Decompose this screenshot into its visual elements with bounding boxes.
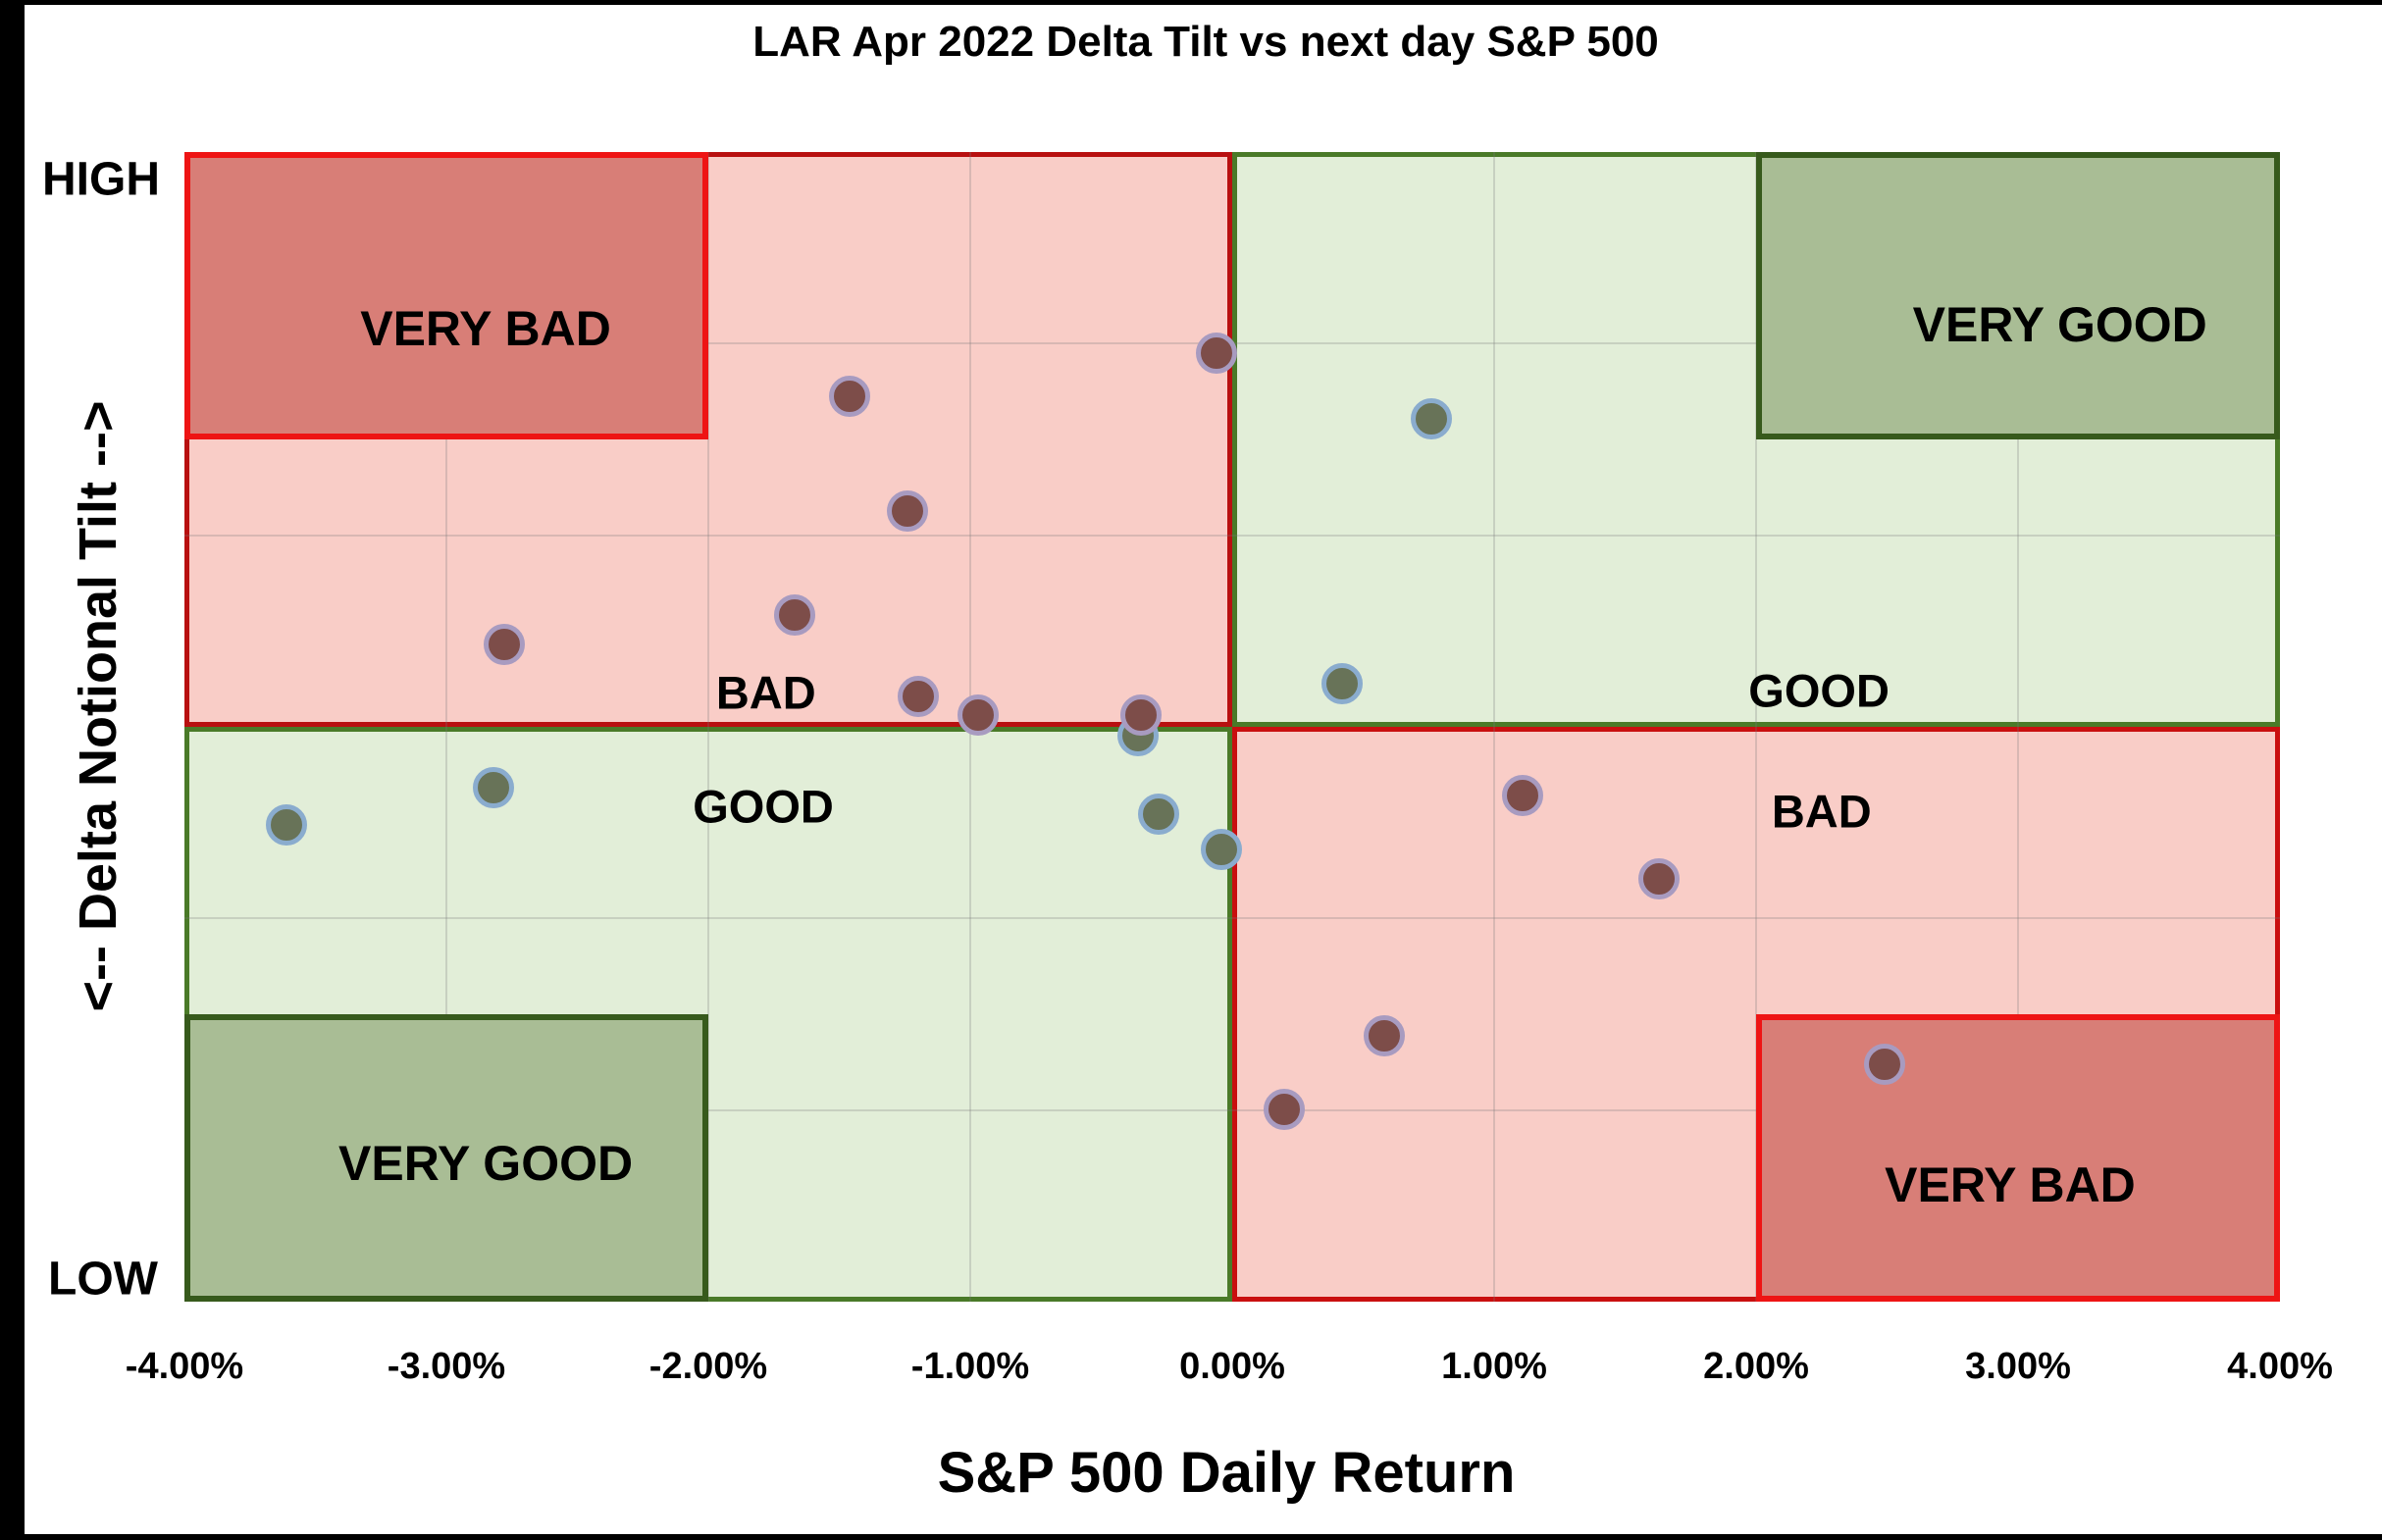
quadrant-label-good: GOOD (693, 780, 834, 833)
x-tick-label: 4.00% (2227, 1346, 2333, 1387)
maroon-data-point (1195, 333, 1237, 375)
maroon-data-point (483, 624, 525, 666)
quadrant-label-bad: BAD (715, 666, 816, 719)
vertical-gridline (1493, 152, 1495, 1302)
maroon-data-point (1119, 694, 1162, 737)
corner-box-very-good (1756, 152, 2280, 439)
corner-box-very-bad (1756, 1014, 2280, 1302)
x-tick-label: -1.00% (910, 1346, 1030, 1387)
corner-box-very-bad (184, 152, 708, 439)
x-tick-label: 0.00% (1179, 1346, 1285, 1387)
x-tick-label: -3.00% (387, 1346, 506, 1387)
plot-area: VERY BAD VERY GOOD VERY GOOD VERY BAD BAD GOO… (184, 152, 2280, 1302)
maroon-data-point (958, 694, 999, 737)
maroon-data-point (1863, 1044, 1905, 1086)
horizontal-gridline (184, 534, 2280, 537)
vertical-gridline (445, 152, 447, 1302)
vertical-gridline (707, 152, 709, 1302)
maroon-data-point (886, 490, 928, 533)
black-border-left (0, 0, 25, 1540)
horizontal-gridline (184, 917, 2280, 920)
x-tick-label: 2.00% (1703, 1346, 1809, 1387)
green-data-point (1321, 663, 1364, 705)
green-data-point (1201, 828, 1243, 870)
quadrant-label-bad: BAD (1771, 785, 1872, 838)
y-axis-title: <-- Delta Notional Tilt --> (69, 400, 128, 1012)
maroon-data-point (1502, 775, 1544, 817)
x-tick-label: -2.00% (648, 1346, 768, 1387)
maroon-data-point (897, 676, 939, 718)
green-data-point (473, 766, 515, 808)
black-border-top (0, 0, 2382, 5)
maroon-data-point (829, 376, 871, 418)
x-tick-label: 1.00% (1441, 1346, 1547, 1387)
green-data-point (1410, 398, 1452, 440)
y-axis-low-label: LOW (48, 1253, 158, 1306)
green-data-point (266, 803, 308, 846)
quadrant-label-good: GOOD (1748, 664, 1890, 717)
maroon-data-point (1638, 858, 1681, 900)
x-tick-label: -4.00% (125, 1346, 244, 1387)
corner-box-very-good (184, 1014, 708, 1302)
corner-box-label: VERY BAD (1885, 1157, 2136, 1213)
green-data-point (1138, 794, 1180, 836)
horizontal-gridline (184, 1108, 2280, 1111)
vertical-gridline (1755, 152, 1757, 1302)
corner-box-label: VERY GOOD (1912, 296, 2207, 352)
maroon-data-point (1363, 1014, 1405, 1056)
chart-title: LAR Apr 2022 Delta Tilt vs next day S&P … (752, 18, 1659, 66)
x-tick-label: 3.00% (1965, 1346, 2071, 1387)
black-border-bottom (0, 1534, 2382, 1540)
x-axis-title: S&P 500 Daily Return (937, 1441, 1516, 1505)
maroon-data-point (774, 593, 816, 636)
corner-box-label: VERY GOOD (338, 1136, 634, 1192)
y-axis-high-label: HIGH (42, 153, 160, 206)
vertical-gridline (2017, 152, 2019, 1302)
maroon-data-point (1264, 1088, 1306, 1130)
corner-box-label: VERY BAD (360, 301, 611, 357)
